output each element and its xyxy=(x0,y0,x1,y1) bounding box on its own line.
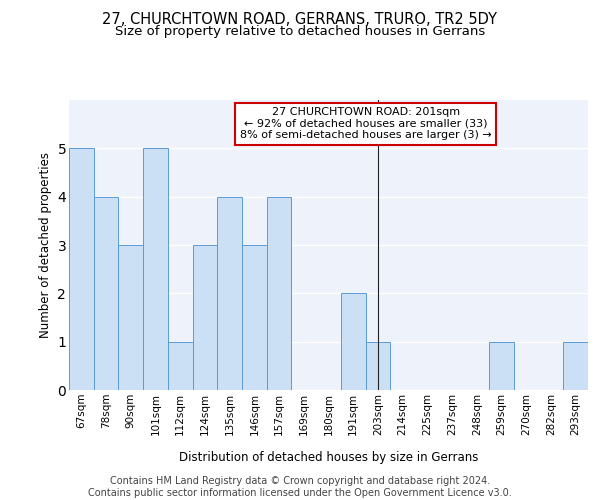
Bar xyxy=(242,245,267,390)
Bar xyxy=(94,196,118,390)
Bar xyxy=(341,294,365,390)
Text: 27 CHURCHTOWN ROAD: 201sqm
← 92% of detached houses are smaller (33)
8% of semi-: 27 CHURCHTOWN ROAD: 201sqm ← 92% of deta… xyxy=(239,108,491,140)
Bar xyxy=(118,245,143,390)
Bar xyxy=(267,196,292,390)
Bar xyxy=(365,342,390,390)
Text: Contains HM Land Registry data © Crown copyright and database right 2024.
Contai: Contains HM Land Registry data © Crown c… xyxy=(88,476,512,498)
Y-axis label: Number of detached properties: Number of detached properties xyxy=(39,152,52,338)
Bar xyxy=(563,342,588,390)
Bar xyxy=(217,196,242,390)
Text: Size of property relative to detached houses in Gerrans: Size of property relative to detached ho… xyxy=(115,25,485,38)
Bar xyxy=(143,148,168,390)
Bar xyxy=(69,148,94,390)
Bar xyxy=(168,342,193,390)
Text: 27, CHURCHTOWN ROAD, GERRANS, TRURO, TR2 5DY: 27, CHURCHTOWN ROAD, GERRANS, TRURO, TR2… xyxy=(103,12,497,28)
Text: Distribution of detached houses by size in Gerrans: Distribution of detached houses by size … xyxy=(179,451,478,464)
Bar xyxy=(193,245,217,390)
Bar xyxy=(489,342,514,390)
